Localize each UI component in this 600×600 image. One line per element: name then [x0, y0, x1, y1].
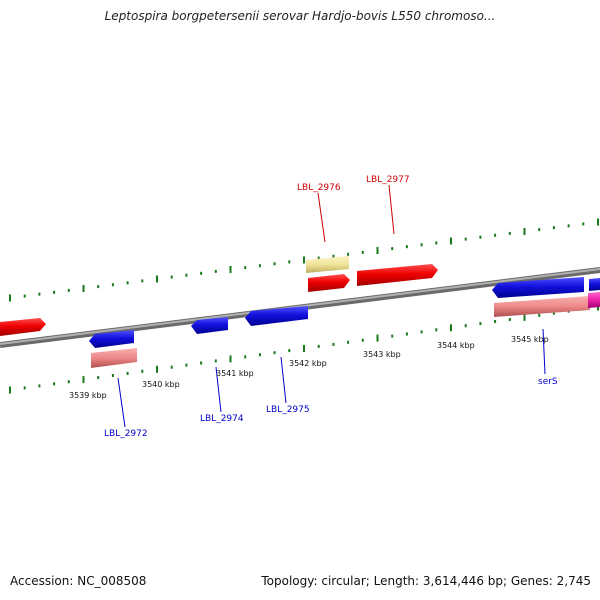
accession-text: Accession: NC_008508: [10, 574, 147, 588]
forward-cds-left[interactable]: [0, 318, 46, 336]
forward-cds-lbl2976[interactable]: [308, 274, 350, 292]
reverse-cds-lbl2975[interactable]: [245, 306, 308, 326]
forward-feature-lbl2976-light[interactable]: [306, 256, 349, 273]
gene-labels: LBL_2976 LBL_2977 LBL_2972 LBL_2974 LBL_…: [104, 175, 558, 439]
reverse-features: [89, 277, 600, 368]
reverse-cds-lbl2972[interactable]: [89, 330, 134, 348]
gene-label-lbl2974[interactable]: LBL_2974: [200, 414, 244, 424]
leader-lbl2976: [317, 192, 326, 243]
chromosome-backbone-highlight: [0, 268, 600, 345]
reverse-cds-lbl2974[interactable]: [191, 317, 228, 334]
reverse-cds-right-edge[interactable]: [589, 278, 600, 291]
scale-label-3542: 3542 kbp: [289, 359, 327, 368]
reverse-cds-serS[interactable]: [492, 277, 584, 298]
upper-scale-ticks: [9, 218, 599, 302]
gene-label-lbl2972[interactable]: LBL_2972: [104, 429, 148, 439]
scale-label-3543: 3543 kbp: [363, 350, 401, 359]
leader-lbl2977: [388, 184, 395, 235]
reverse-feature-lbl2972-light[interactable]: [91, 348, 137, 368]
scale-label-3539: 3539 kbp: [69, 391, 107, 400]
gene-label-lbl2976[interactable]: LBL_2976: [297, 183, 341, 193]
forward-cds-lbl2977[interactable]: [357, 264, 438, 286]
gene-label-serS[interactable]: serS: [538, 377, 558, 387]
scale-label-3545: 3545 kbp: [511, 335, 549, 344]
forward-features: [0, 256, 438, 336]
gene-label-lbl2977[interactable]: LBL_2977: [366, 175, 410, 185]
leader-lbl2972: [117, 377, 126, 428]
leader-lbl2974: [215, 366, 222, 413]
label-leaders: [117, 184, 546, 428]
scale-label-3540: 3540 kbp: [142, 380, 180, 389]
genome-summary-text: Topology: circular; Length: 3,614,446 bp…: [261, 574, 591, 588]
leader-lbl2975: [280, 356, 287, 404]
map-title: Leptospira borgpetersenii serovar Hardjo…: [104, 9, 496, 23]
gene-label-lbl2975[interactable]: LBL_2975: [266, 405, 310, 415]
rna-feature-right[interactable]: [588, 292, 600, 308]
leader-serS: [542, 328, 546, 375]
scale-label-3541: 3541 kbp: [216, 369, 254, 378]
scale-labels: 3539 kbp 3540 kbp 3541 kbp 3542 kbp 3543…: [69, 335, 549, 400]
scale-label-3544: 3544 kbp: [437, 341, 475, 350]
reverse-feature-serS-light[interactable]: [494, 296, 590, 317]
